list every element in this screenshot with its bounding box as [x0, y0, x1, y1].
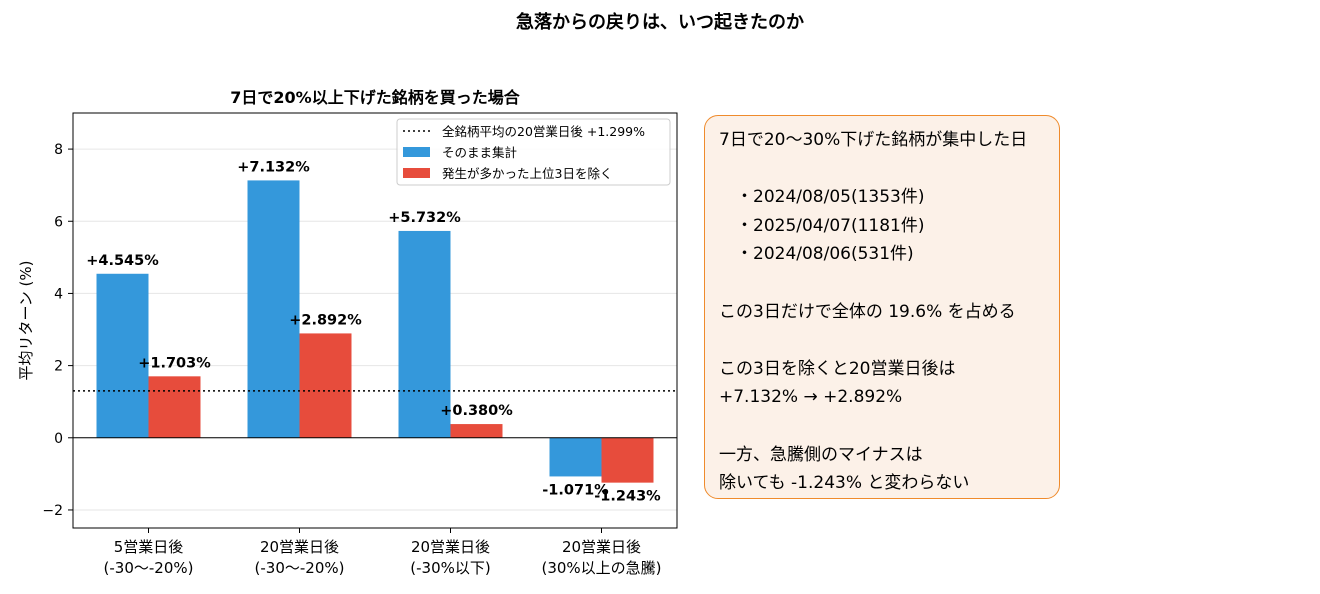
bar	[549, 437, 602, 477]
legend-label: そのまま集計	[442, 145, 517, 160]
bar-chart: +4.545% +7.132% +5.732% -1.071% +1.703% +2.89…	[17, 88, 678, 577]
chart-title: 7日で20%以上下げた銘柄を買った場合	[230, 88, 520, 107]
annotation-line: +7.132% → +2.892%	[719, 387, 903, 408]
x-tick-label: 20営業日後	[562, 538, 641, 556]
y-tick-label: 8	[54, 142, 63, 158]
y-tick-label: 4	[54, 286, 63, 302]
data-label: +5.732%	[388, 210, 461, 226]
plot-frame	[72, 112, 678, 529]
y-tick-label: 6	[54, 214, 63, 230]
legend-swatch	[403, 168, 430, 178]
annotation-line: ・2024/08/06(531件)	[719, 244, 914, 265]
y-tick-label: 0	[54, 431, 63, 447]
bar	[148, 376, 201, 438]
bar	[247, 180, 300, 438]
data-label: +0.380%	[440, 403, 513, 419]
annotation-box: 7日で20～30%下げた銘柄が集中した日 ・2024/08/05(1353件) …	[704, 115, 1060, 499]
data-label: +7.132%	[237, 159, 310, 175]
bar	[450, 424, 503, 438]
data-label: +2.892%	[289, 312, 362, 328]
legend-swatch	[403, 147, 430, 157]
bar	[601, 437, 654, 483]
legend-label: 発生が多かった上位3日を除く	[442, 166, 612, 181]
data-label: +4.545%	[86, 253, 159, 269]
legend-label: 全銘柄平均の20営業日後 +1.299%	[442, 124, 645, 139]
x-tick-label: 20営業日後	[260, 538, 339, 556]
legend-box	[396, 118, 671, 186]
y-tick-label: 2	[54, 359, 63, 375]
data-label: -1.071%	[542, 482, 609, 498]
annotation-line: 一方、急騰側のマイナスは	[719, 444, 923, 465]
annotation-line: この3日を除くと20営業日後は	[719, 358, 956, 379]
x-tick-label: (-30%以下)	[410, 559, 490, 577]
bar	[96, 273, 149, 438]
annotation-line: 7日で20～30%下げた銘柄が集中した日	[719, 130, 1028, 150]
annotation-line: 除いても -1.243% と変わらない	[719, 473, 970, 494]
y-tick-label: −2	[42, 503, 63, 519]
annotation-line	[719, 326, 1059, 355]
x-tick-label: 5営業日後	[114, 538, 184, 556]
bar	[299, 333, 352, 438]
y-axis-label: 平均リターン (%)	[17, 261, 35, 381]
data-label: -1.243%	[594, 489, 661, 505]
x-tick-label: 20営業日後	[411, 538, 490, 556]
bar	[398, 230, 451, 438]
x-tick-label: (-30～-20%)	[255, 559, 345, 577]
annotation-line: ・2024/08/05(1353件)	[719, 187, 925, 208]
data-label: +1.703%	[138, 355, 211, 371]
annotation-line	[719, 155, 1059, 184]
annotation-line	[719, 412, 1059, 441]
annotation-line	[719, 269, 1059, 298]
annotation-line: ・2025/04/07(1181件)	[719, 215, 925, 236]
x-tick-label: (-30～-20%)	[104, 559, 194, 577]
annotation-line: この3日だけで全体の 19.6% を占める	[719, 301, 1016, 322]
figure-title: 急落からの戻りは、いつ起きたのか	[516, 12, 804, 33]
x-tick-label: (30%以上の急騰)	[541, 559, 661, 577]
